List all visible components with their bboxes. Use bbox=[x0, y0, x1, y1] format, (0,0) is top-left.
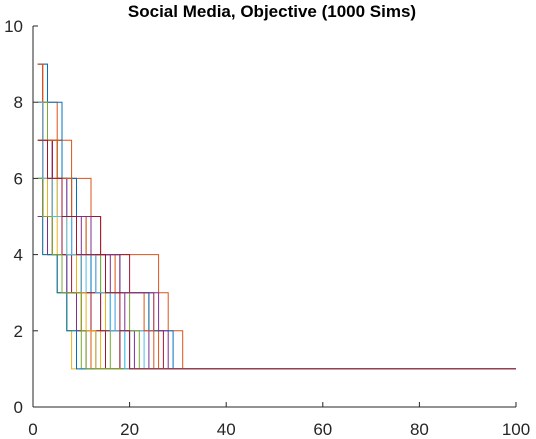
series-line-22 bbox=[37, 216, 516, 370]
x-tick-label: 60 bbox=[313, 420, 332, 439]
axes-layer: 0 20 40 60 80 100 0 2 4 6 8 10 bbox=[4, 17, 530, 439]
x-tick-label: 40 bbox=[217, 420, 236, 439]
series-line-7 bbox=[37, 63, 516, 370]
series-line-11 bbox=[37, 101, 516, 370]
series-line-27 bbox=[37, 101, 516, 370]
y-tick-label: 2 bbox=[14, 322, 23, 341]
series-line-20 bbox=[37, 177, 516, 370]
series-line-4 bbox=[37, 101, 516, 370]
series-line-18 bbox=[37, 177, 516, 370]
series-line-3 bbox=[37, 63, 516, 370]
y-tick-label: 4 bbox=[14, 246, 23, 265]
series-line-8 bbox=[37, 177, 516, 370]
series-line-9 bbox=[37, 101, 516, 370]
series-line-12 bbox=[37, 177, 516, 370]
series-line-14 bbox=[37, 101, 516, 370]
x-tick-label: 100 bbox=[502, 420, 530, 439]
y-tick-label: 10 bbox=[4, 17, 23, 36]
y-tick-label: 6 bbox=[14, 169, 23, 188]
x-tick-label: 0 bbox=[28, 420, 37, 439]
series-line-19 bbox=[37, 101, 516, 370]
series-line-28 bbox=[37, 139, 516, 370]
series-line-15 bbox=[37, 63, 516, 370]
series-line-26 bbox=[37, 177, 516, 370]
series-line-2 bbox=[37, 63, 516, 370]
y-tick-label: 0 bbox=[14, 398, 23, 417]
y-tick-label: 8 bbox=[14, 93, 23, 112]
x-tick-label: 80 bbox=[410, 420, 429, 439]
x-tick-label: 20 bbox=[120, 420, 139, 439]
chart-title: Social Media, Objective (1000 Sims) bbox=[128, 2, 416, 21]
series-layer bbox=[37, 63, 516, 370]
series-line-23 bbox=[37, 63, 516, 370]
